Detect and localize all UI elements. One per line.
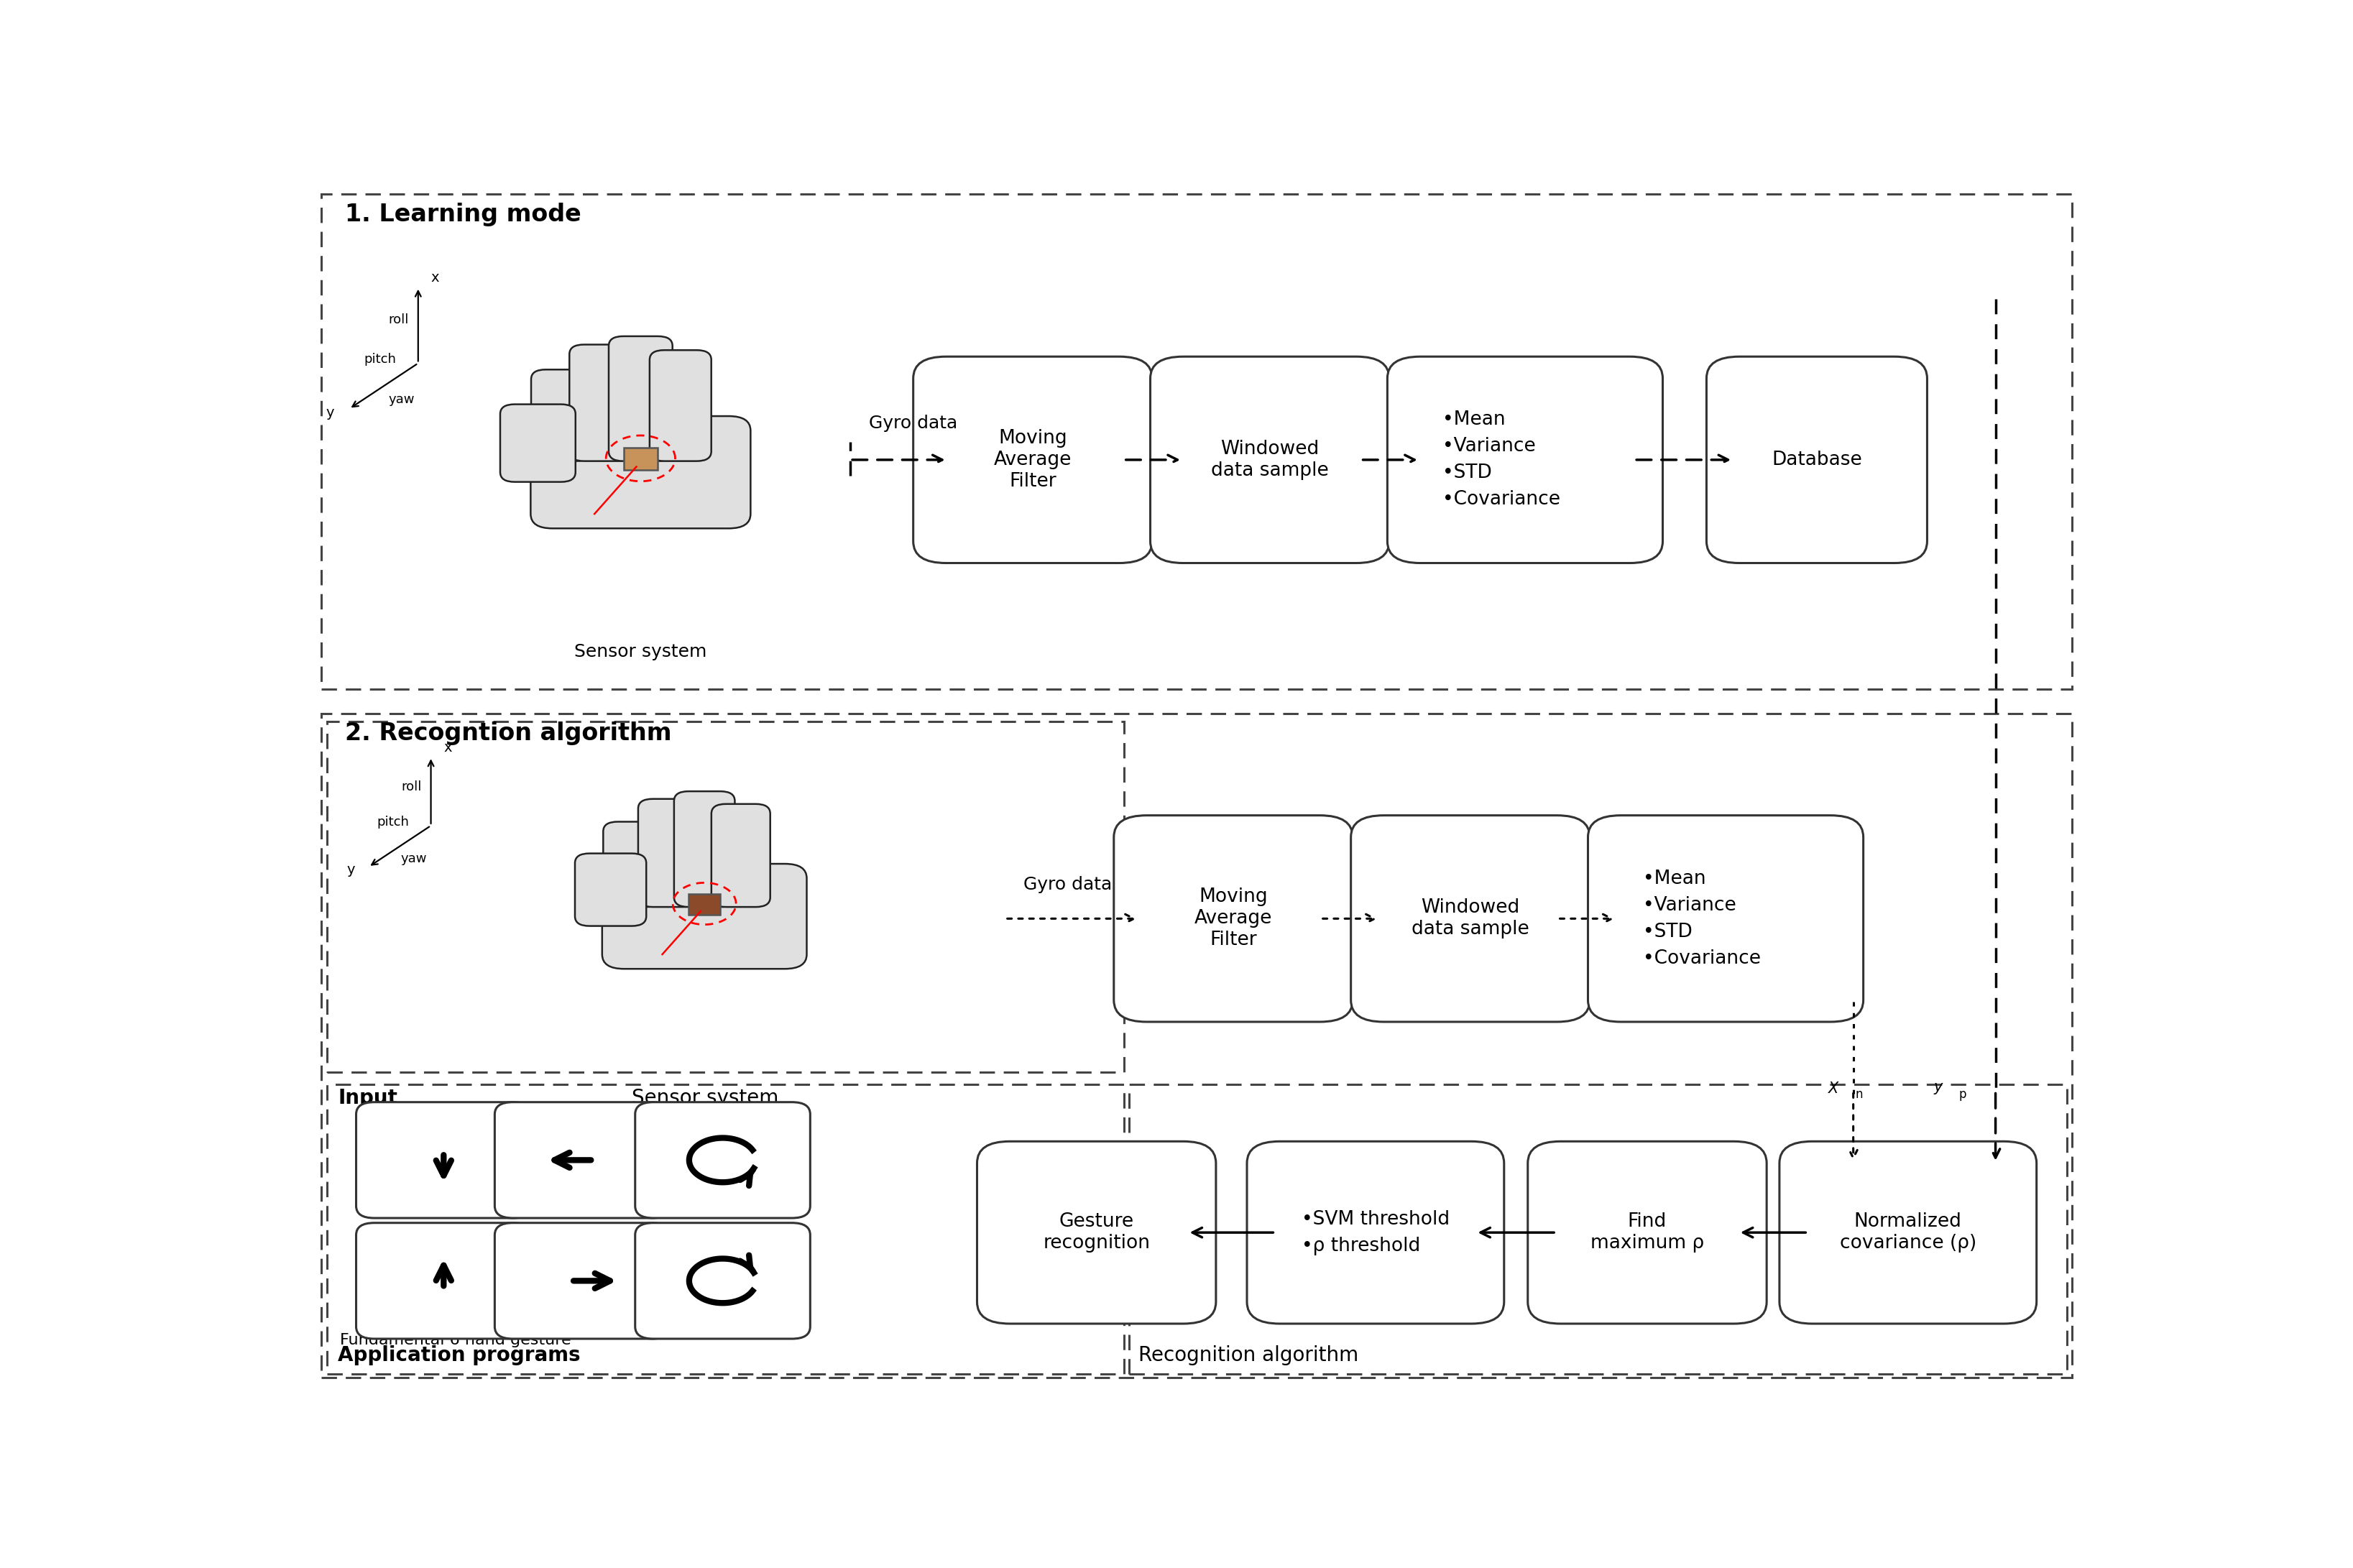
Text: Windowed
data sample: Windowed data sample (1412, 898, 1529, 939)
Text: x: x (445, 740, 452, 754)
Text: •Covariance: •Covariance (1642, 949, 1760, 967)
Text: •STD: •STD (1642, 922, 1692, 941)
Text: Find
maximum ρ: Find maximum ρ (1591, 1212, 1704, 1253)
FancyBboxPatch shape (1247, 1142, 1504, 1323)
FancyBboxPatch shape (501, 405, 576, 481)
Text: roll: roll (388, 314, 409, 326)
Text: Gesture
recognition: Gesture recognition (1042, 1212, 1151, 1253)
FancyBboxPatch shape (1706, 356, 1927, 563)
FancyBboxPatch shape (569, 345, 633, 461)
Text: roll: roll (402, 781, 421, 793)
Text: 2. Recogntion algorithm: 2. Recogntion algorithm (346, 721, 673, 745)
FancyBboxPatch shape (913, 356, 1153, 563)
Text: n: n (1854, 1088, 1864, 1101)
Bar (322, 713, 2073, 1377)
FancyBboxPatch shape (494, 1102, 671, 1218)
FancyBboxPatch shape (602, 864, 807, 969)
FancyBboxPatch shape (1351, 815, 1591, 1022)
FancyBboxPatch shape (602, 822, 661, 906)
Text: pitch: pitch (365, 353, 395, 365)
FancyBboxPatch shape (976, 1142, 1217, 1323)
Text: yaw: yaw (388, 394, 414, 406)
FancyBboxPatch shape (1113, 815, 1353, 1022)
FancyBboxPatch shape (711, 804, 769, 906)
Text: •ρ threshold: •ρ threshold (1301, 1237, 1421, 1254)
Text: pitch: pitch (376, 815, 409, 828)
Text: •Variance: •Variance (1642, 895, 1737, 914)
FancyBboxPatch shape (638, 800, 699, 906)
FancyBboxPatch shape (1151, 356, 1388, 563)
Text: x: x (431, 271, 440, 285)
FancyBboxPatch shape (1588, 815, 1864, 1022)
Text: •Covariance: •Covariance (1442, 491, 1560, 510)
Text: Gyro data: Gyro data (868, 416, 958, 433)
Bar (1129, 1083, 2066, 1374)
Text: yaw: yaw (400, 853, 428, 866)
FancyBboxPatch shape (689, 894, 720, 914)
FancyBboxPatch shape (574, 853, 647, 927)
FancyBboxPatch shape (1388, 356, 1664, 563)
FancyBboxPatch shape (494, 1223, 671, 1339)
Text: 1. Learning mode: 1. Learning mode (346, 202, 581, 226)
Text: Sensor system: Sensor system (631, 1088, 779, 1107)
FancyBboxPatch shape (635, 1102, 809, 1218)
FancyBboxPatch shape (355, 1102, 532, 1218)
Bar (327, 1083, 1125, 1374)
Text: Input: Input (339, 1088, 398, 1107)
FancyBboxPatch shape (1779, 1142, 2038, 1323)
FancyBboxPatch shape (635, 1223, 809, 1339)
Text: Sensor system: Sensor system (574, 643, 706, 660)
Text: Application programs: Application programs (339, 1345, 581, 1366)
Text: y: y (327, 406, 334, 419)
FancyBboxPatch shape (355, 1223, 532, 1339)
FancyBboxPatch shape (532, 370, 591, 461)
Text: •Variance: •Variance (1442, 437, 1534, 456)
Text: $X$: $X$ (1828, 1082, 1840, 1096)
Text: y: y (348, 862, 355, 877)
Text: Moving
Average
Filter: Moving Average Filter (993, 430, 1071, 491)
Text: Normalized
covariance (ρ): Normalized covariance (ρ) (1840, 1212, 1977, 1253)
FancyBboxPatch shape (532, 416, 751, 528)
Bar (327, 721, 1125, 1073)
Text: Windowed
data sample: Windowed data sample (1212, 439, 1329, 480)
FancyBboxPatch shape (673, 792, 734, 906)
Text: •SVM threshold: •SVM threshold (1301, 1210, 1449, 1229)
Text: •STD: •STD (1442, 464, 1492, 483)
Bar (322, 194, 2073, 690)
FancyBboxPatch shape (624, 448, 656, 470)
Text: Fundamental 6 hand gesture: Fundamental 6 hand gesture (339, 1333, 572, 1347)
Text: Recognition algorithm: Recognition algorithm (1139, 1345, 1358, 1366)
FancyBboxPatch shape (1527, 1142, 1767, 1323)
Text: •Mean: •Mean (1642, 869, 1706, 887)
Text: p: p (1960, 1088, 1967, 1101)
Text: Gyro data: Gyro data (1024, 877, 1113, 894)
Text: Database: Database (1772, 450, 1861, 469)
FancyBboxPatch shape (609, 336, 673, 461)
Text: Moving
Average
Filter: Moving Average Filter (1195, 887, 1273, 950)
FancyBboxPatch shape (649, 350, 711, 461)
Text: $y$: $y$ (1934, 1082, 1944, 1096)
Text: •Mean: •Mean (1442, 411, 1506, 430)
